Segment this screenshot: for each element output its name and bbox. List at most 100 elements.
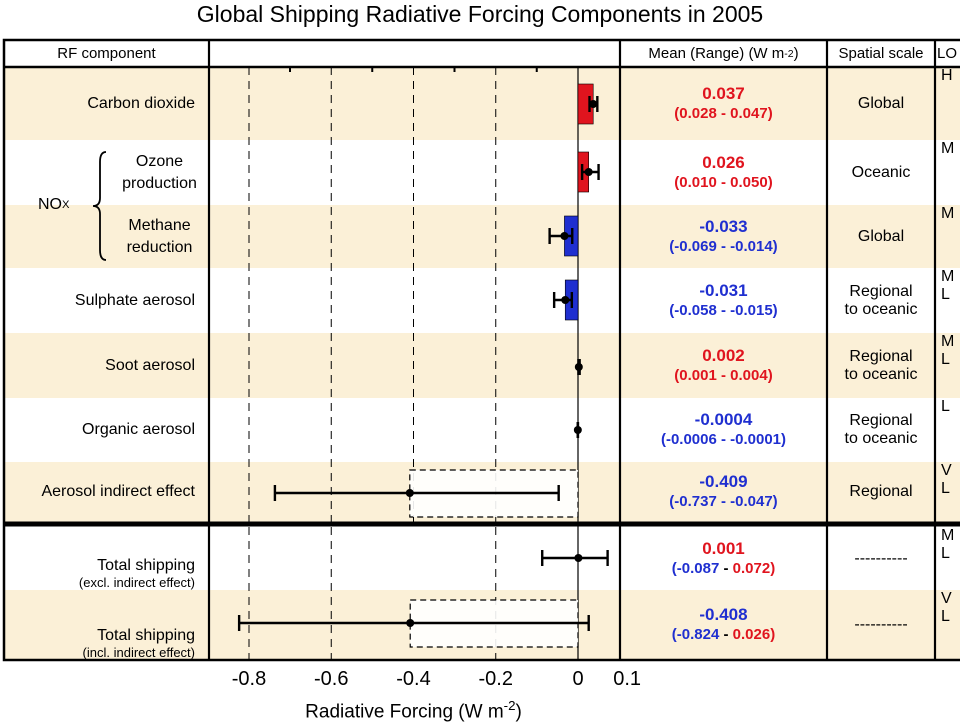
losu-text: M xyxy=(941,527,955,544)
losu-text: V xyxy=(941,590,952,607)
header-label: Spatial scale xyxy=(838,45,924,62)
total-sublabel: (excl. indirect effect) xyxy=(78,575,195,590)
x-tick-label: -0.4 xyxy=(396,668,431,690)
row-label: Sulphate aerosol xyxy=(4,268,209,333)
row-label: Carbon dioxide xyxy=(4,67,209,140)
header-label: LO xyxy=(937,45,958,62)
spatial-scale-cell: Regional to oceanic xyxy=(827,333,935,398)
spatial-scale-cell: Regional to oceanic xyxy=(827,268,935,333)
total-label: Total shipping (incl. indirect effect) xyxy=(4,590,209,660)
nox-sub: X xyxy=(62,199,70,211)
x-axis-label-text: Radiative Forcing (W m xyxy=(305,701,504,723)
mean-value: -0.408 xyxy=(699,605,748,624)
value-cell: -0.408 (-0.824 - 0.026) xyxy=(620,590,827,660)
scale-text: Global xyxy=(857,94,905,112)
losu-text: M xyxy=(941,333,955,350)
spatial-scale-cell: Global xyxy=(827,205,935,268)
scale-text: Regional xyxy=(849,483,913,500)
total-label-text: Total shipping xyxy=(97,627,195,644)
x-tick-label: -0.8 xyxy=(231,668,267,690)
row-label-text: Organic aerosol xyxy=(82,421,195,438)
row-band xyxy=(4,333,960,398)
losu-text: L xyxy=(941,480,950,497)
header-label: ) xyxy=(793,45,799,62)
total-sublabel: (incl. indirect effect) xyxy=(82,645,195,660)
spatial-scale-cell: Regional to oceanic xyxy=(827,398,935,462)
header-mean-range: Mean (Range) (W m -2) xyxy=(620,40,827,67)
mean-value: 0.037 xyxy=(702,83,745,103)
x-tick-label: 0 xyxy=(572,668,584,690)
x-axis-label: Radiative Forcing (W m-2) xyxy=(244,698,584,723)
row-label-line: production xyxy=(122,174,197,192)
losu-text: L xyxy=(941,608,950,625)
spatial-scale-cell: ---------- xyxy=(827,590,935,660)
mean-point xyxy=(574,554,583,562)
losu-text: M xyxy=(941,140,955,157)
mean-value: -0.031 xyxy=(699,280,748,300)
losu-cell: L xyxy=(935,398,960,462)
scale-line: to oceanic xyxy=(844,365,918,383)
row-band xyxy=(4,67,960,140)
mean-point xyxy=(405,489,414,497)
range-high: 0.026) xyxy=(732,626,776,643)
range-low: (-0.087 xyxy=(671,559,720,577)
nox-label: NO X xyxy=(38,190,94,220)
row-label-text: Aerosol indirect effect xyxy=(41,483,195,500)
losu-text: L xyxy=(941,286,950,303)
row-label-line: Methane xyxy=(128,216,191,234)
chart-title: Global Shipping Radiative Forcing Compon… xyxy=(196,1,764,27)
losu-text: V xyxy=(941,462,952,479)
row-label: Methane reduction xyxy=(110,205,209,268)
scale-line: to oceanic xyxy=(844,430,918,447)
x-tick-label: -0.6 xyxy=(314,668,349,690)
header-spatial-scale: Spatial scale xyxy=(827,40,935,67)
total-label-text: Total shipping xyxy=(97,557,195,574)
row-label: Aerosol indirect effect xyxy=(4,462,209,522)
spatial-scale-cell: Regional xyxy=(827,462,935,522)
range-value: (-0.087 - 0.072) xyxy=(672,559,775,579)
scale-line: Regional xyxy=(849,282,913,300)
x-tick-label: 0.1 xyxy=(613,668,642,690)
range-value: (-0.0006 - -0.0001) xyxy=(660,431,787,448)
row-band xyxy=(4,205,960,268)
value-cell: 0.026 (0.010 - 0.050) xyxy=(620,140,827,205)
scale-text: ---------- xyxy=(854,549,908,567)
range-value: (0.010 - 0.050) xyxy=(674,173,773,191)
losu-text: L xyxy=(941,351,950,368)
row-label-text: Sulphate aerosol xyxy=(74,291,195,309)
mean-point xyxy=(574,363,583,371)
mean-point xyxy=(406,619,415,627)
mean-point xyxy=(584,168,593,176)
scale-text: Oceanic xyxy=(851,163,911,181)
mean-point xyxy=(560,232,569,240)
scale-line: Regional xyxy=(849,347,913,365)
losu-cell: M xyxy=(935,140,960,205)
value-cell: 0.002 (0.001 - 0.004) xyxy=(620,333,827,398)
range-value: (-0.737 - -0.047) xyxy=(669,493,778,510)
table-frame xyxy=(2,38,960,662)
losu-text: M xyxy=(941,205,955,222)
mean-value: 0.002 xyxy=(702,345,745,365)
value-cell: -0.033 (-0.069 - -0.014) xyxy=(620,205,827,268)
spatial-scale-cell: Oceanic xyxy=(827,140,935,205)
mean-point xyxy=(573,426,582,434)
value-cell: 0.037 (0.028 - 0.047) xyxy=(620,67,827,140)
nox-text: NO xyxy=(38,196,62,213)
header-label: Mean (Range) (W m xyxy=(648,45,785,62)
scale-line: Regional xyxy=(849,412,913,429)
scale-line: to oceanic xyxy=(844,300,918,318)
x-axis-label-end: ) xyxy=(515,701,522,723)
losu-text: L xyxy=(941,398,950,415)
value-cell: -0.031 (-0.058 - -0.015) xyxy=(620,268,827,333)
x-tick-label: -0.2 xyxy=(478,668,513,690)
scale-text: Global xyxy=(857,227,905,245)
losu-text: H xyxy=(941,67,953,84)
header-losu: LO xyxy=(937,40,960,67)
row-label-text: Carbon dioxide xyxy=(87,94,195,112)
mean-point xyxy=(561,296,570,304)
mean-value: 0.026 xyxy=(702,152,745,172)
